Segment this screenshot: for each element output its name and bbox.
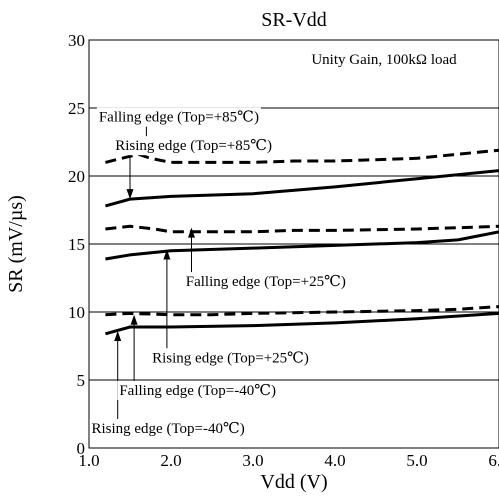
annotation-backdrop-5 <box>89 419 247 439</box>
x-tick-label: 2.0 <box>160 451 181 470</box>
annotation-backdrop-2 <box>183 272 348 292</box>
x-tick-label: 4.0 <box>324 451 345 470</box>
series-line-2 <box>105 224 499 234</box>
x-tick-label: 3.0 <box>242 451 263 470</box>
y-tick-label: 5 <box>77 371 86 390</box>
series-line-0 <box>105 148 499 164</box>
annotation-label-0: Falling edge (Top=+85℃) <box>99 110 259 126</box>
annotation-backdrop-3 <box>150 348 311 368</box>
test-condition-note: Unity Gain, 100kΩ load <box>311 52 457 68</box>
annotation-backdrop-0 <box>96 107 261 127</box>
x-tick-labels: 1.0 2.0 3.0 4.0 5.0 6.0 <box>78 451 499 470</box>
y-tick-label: 30 <box>68 31 85 50</box>
annotation-arrowhead-3 <box>163 249 171 260</box>
x-tick-label: 6.0 <box>488 451 499 470</box>
annotation-label-1: Rising edge (Top=+85℃) <box>115 138 272 154</box>
y-axis-label: SR (mV/µs) <box>5 195 27 293</box>
series-line-4 <box>105 305 499 317</box>
annotation-labels: Falling edge (Top=+85℃) Rising edge (Top=… <box>89 107 348 439</box>
x-tick-label: 5.0 <box>406 451 427 470</box>
annotation-backdrop-4 <box>117 380 279 400</box>
annotation-label-2: Falling edge (Top=+25℃) <box>186 274 346 290</box>
y-tick-label: 25 <box>68 99 85 118</box>
note-box <box>270 46 498 70</box>
annotation-arrows <box>114 125 195 420</box>
y-tick-label: 20 <box>68 167 85 186</box>
annotation-arrowhead-4 <box>130 314 138 325</box>
y-tick-label: 0 <box>77 439 86 458</box>
annotation-label-4: Falling edge (Top=-40℃) <box>119 383 276 399</box>
y-tick-labels: 0 5 10 15 20 25 30 <box>68 31 85 458</box>
annotation-label-3: Rising edge (Top=+25℃) <box>152 350 309 366</box>
series-line-5 <box>105 311 499 336</box>
y-tick-label: 15 <box>68 235 85 254</box>
annotation-backdrop-1 <box>113 136 275 156</box>
annotation-label-5: Rising edge (Top=-40℃) <box>91 421 244 437</box>
x-axis-label: Vdd (V) <box>260 471 327 493</box>
series-group <box>105 148 499 336</box>
annotation-arrowhead-1 <box>126 189 134 200</box>
annotation-arrowhead-2 <box>188 227 195 238</box>
y-tick-label: 10 <box>68 303 85 322</box>
plot-frame <box>88 39 499 449</box>
chart-title: SR-Vdd <box>261 9 327 31</box>
series-line-3 <box>105 230 499 261</box>
annotation-arrowhead-5 <box>114 331 122 342</box>
x-tick-label: 1.0 <box>78 451 99 470</box>
